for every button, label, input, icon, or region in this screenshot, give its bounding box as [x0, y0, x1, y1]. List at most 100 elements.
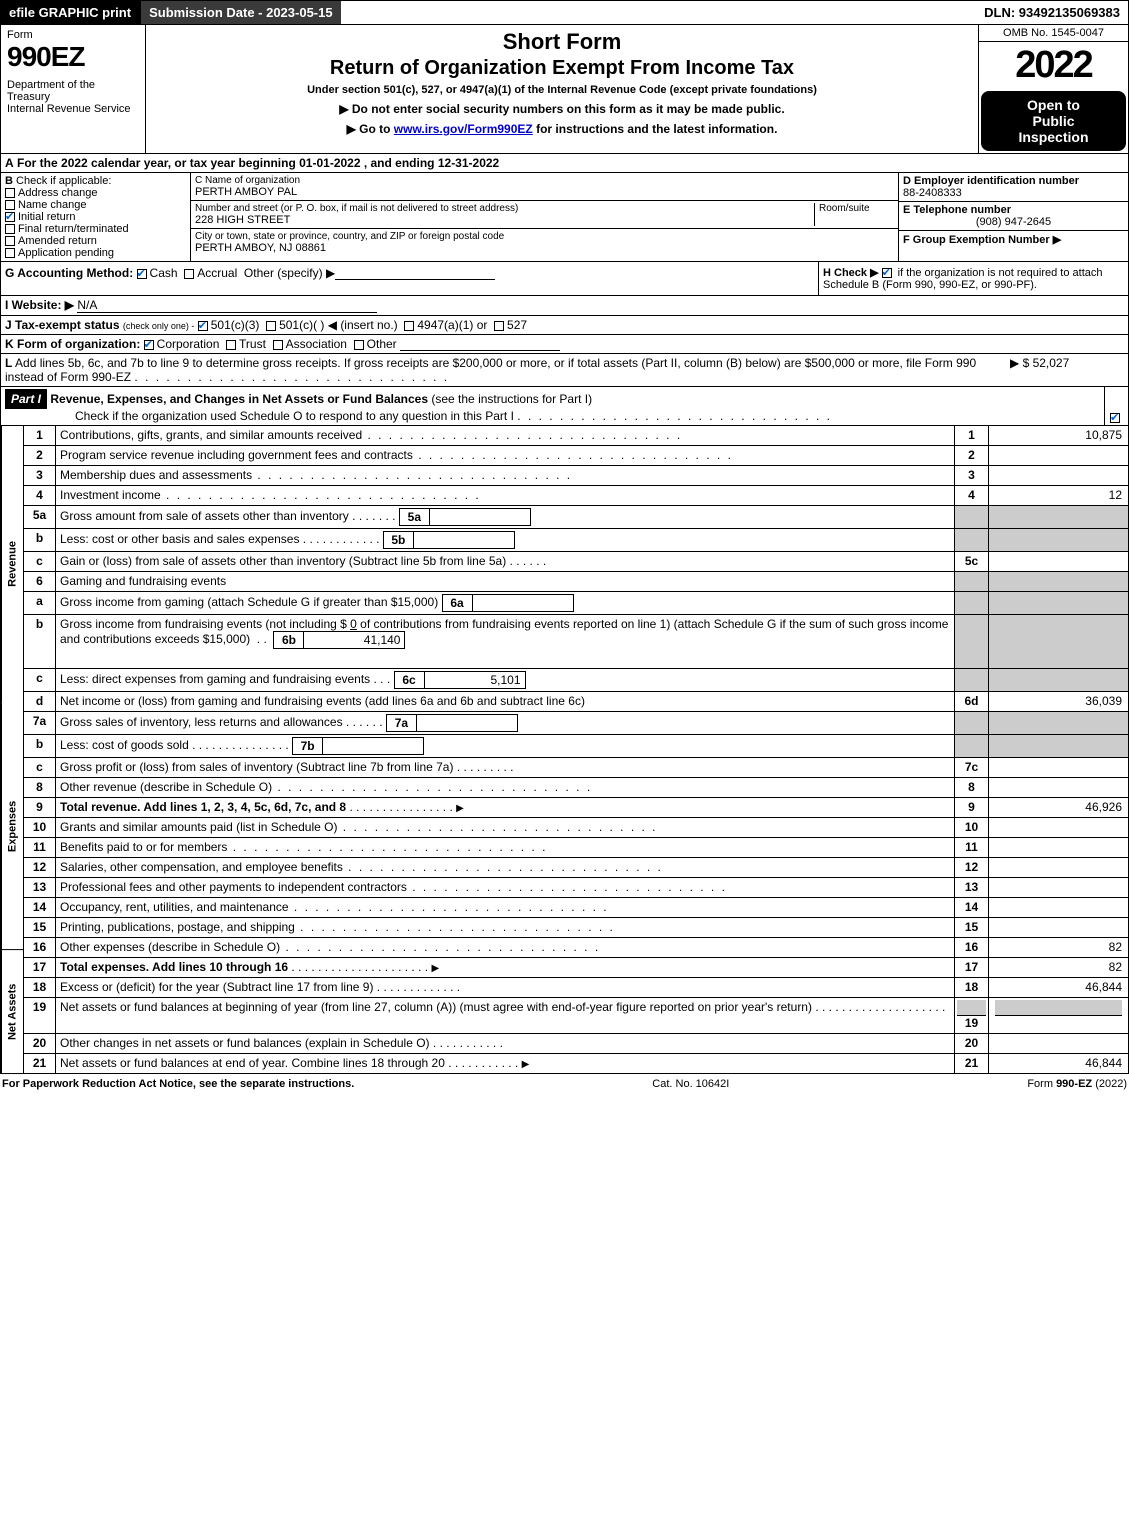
chk-initial-return[interactable]: Initial return — [5, 211, 186, 223]
line-a: A For the 2022 calendar year, or tax yea… — [0, 154, 1129, 173]
chk-4947[interactable] — [404, 321, 414, 331]
r21-arrow-icon — [522, 1056, 532, 1070]
r16-num: 16 — [24, 938, 56, 957]
r6c-ilbl: 6c — [395, 672, 425, 688]
r5c-desc: Gain or (loss) from sale of assets other… — [60, 554, 506, 568]
chk-corp[interactable] — [144, 340, 154, 350]
r15-box: 15 — [954, 918, 988, 937]
r10-box: 10 — [954, 818, 988, 837]
footer-right: Form 990-EZ (2022) — [1027, 1078, 1127, 1090]
r21-val: 46,844 — [988, 1054, 1128, 1073]
chk-assoc[interactable] — [273, 340, 283, 350]
r16-dots — [280, 940, 600, 954]
section-b: B Check if applicable: Address change Na… — [1, 173, 191, 261]
r5a-ival — [430, 509, 530, 525]
row-5a: 5a Gross amount from sale of assets othe… — [24, 506, 1128, 529]
table-body: 1 Contributions, gifts, grants, and simi… — [24, 426, 1128, 1074]
r21-desc: Net assets or fund balances at end of ye… — [60, 1056, 445, 1070]
j-sub: (check only one) - — [123, 321, 195, 331]
row-6d: d Net income or (loss) from gaming and f… — [24, 692, 1128, 712]
chk-cash[interactable] — [137, 269, 147, 279]
chk-trust[interactable] — [226, 340, 236, 350]
title-return: Return of Organization Exempt From Incom… — [152, 57, 972, 80]
r1-desc: Contributions, gifts, grants, and simila… — [60, 428, 362, 442]
chk-part1-scho[interactable] — [1110, 413, 1120, 423]
header-left: Form 990EZ Department of the Treasury In… — [1, 25, 146, 153]
r6b-ilbl: 6b — [274, 632, 304, 648]
chk-name-change[interactable]: Name change — [5, 199, 186, 211]
r13-val — [988, 878, 1128, 897]
r6-box — [954, 572, 988, 591]
r4-dots — [161, 488, 481, 502]
r8-val — [988, 778, 1128, 797]
open-to-public-badge: Open to Public Inspection — [981, 91, 1126, 151]
r6b-valcol — [988, 615, 1128, 668]
r7c-desc: Gross profit or (loss) from sales of inv… — [60, 760, 453, 774]
footer-left: For Paperwork Reduction Act Notice, see … — [2, 1078, 354, 1090]
header-center: Short Form Return of Organization Exempt… — [146, 25, 978, 153]
row-19: 19 Net assets or fund balances at beginn… — [24, 998, 1128, 1034]
r15-num: 15 — [24, 918, 56, 937]
chk-address-change[interactable]: Address change — [5, 187, 186, 199]
r2-dots — [413, 448, 733, 462]
r14-box: 14 — [954, 898, 988, 917]
r21-num: 21 — [24, 1054, 56, 1073]
r21-box: 21 — [954, 1054, 988, 1073]
chk-h[interactable] — [882, 268, 892, 278]
i-label: I Website: ▶ — [5, 298, 74, 312]
row-15: 15 Printing, publications, postage, and … — [24, 918, 1128, 938]
opt-app-pending: Application pending — [18, 247, 114, 259]
chk-501c3[interactable] — [198, 321, 208, 331]
r18-desc: Excess or (deficit) for the year (Subtra… — [60, 980, 373, 994]
row-10: 10 Grants and similar amounts paid (list… — [24, 818, 1128, 838]
r9-arrow-icon — [456, 800, 466, 814]
form-label: Form — [7, 29, 33, 41]
r1-val: 10,875 — [988, 426, 1128, 445]
r6a-ilbl: 6a — [443, 595, 473, 611]
l-value: ▶ $ 52,027 — [1004, 356, 1124, 384]
r6-val — [988, 572, 1128, 591]
r6b-amt: 0 — [350, 617, 357, 631]
instr-goto-post: for instructions and the latest informat… — [533, 122, 778, 136]
r18-val: 46,844 — [988, 978, 1128, 997]
j-4947: 4947(a)(1) or — [417, 318, 487, 332]
room-suite-label: Room/suite — [814, 203, 894, 226]
chk-527[interactable] — [494, 321, 504, 331]
r3-val — [988, 466, 1128, 485]
org-city-label: City or town, state or province, country… — [195, 231, 894, 242]
chk-other[interactable] — [354, 340, 364, 350]
r6b-num: b — [24, 615, 56, 668]
efile-print-button[interactable]: efile GRAPHIC print — [1, 1, 139, 24]
row-8: 8 Other revenue (describe in Schedule O)… — [24, 778, 1128, 798]
k-other-input[interactable] — [400, 339, 560, 351]
r6a-desc: Gross income from gaming (attach Schedul… — [60, 595, 438, 609]
r14-dots — [289, 900, 609, 914]
phone-value: (908) 947-2645 — [903, 216, 1124, 228]
part1-label: Part I — [5, 389, 47, 409]
row-17: 17 Total expenses. Add lines 10 through … — [24, 958, 1128, 978]
r11-desc: Benefits paid to or for members — [60, 840, 227, 854]
chk-final-return[interactable]: Final return/terminated — [5, 223, 186, 235]
r7b-ilbl: 7b — [293, 738, 323, 754]
r11-dots — [227, 840, 547, 854]
g-other-input[interactable] — [335, 268, 495, 280]
row-7c: c Gross profit or (loss) from sales of i… — [24, 758, 1128, 778]
chk-app-pending[interactable]: Application pending — [5, 247, 186, 259]
top-bar: efile GRAPHIC print Submission Date - 20… — [0, 0, 1129, 25]
org-addr-cell: Number and street (or P. O. box, if mail… — [191, 201, 898, 229]
k-corp: Corporation — [157, 337, 220, 351]
open2: Public — [985, 113, 1122, 129]
part1-table: Revenue Expenses Net Assets 1 Contributi… — [0, 426, 1129, 1074]
chk-accrual[interactable] — [184, 269, 194, 279]
row-13: 13 Professional fees and other payments … — [24, 878, 1128, 898]
chk-amended[interactable]: Amended return — [5, 235, 186, 247]
row-21: 21 Net assets or fund balances at end of… — [24, 1054, 1128, 1074]
r4-box: 4 — [954, 486, 988, 505]
ein-label: D Employer identification number — [903, 175, 1079, 187]
chk-501c[interactable] — [266, 321, 276, 331]
part1-title: Revenue, Expenses, and Changes in Net As… — [50, 392, 428, 406]
irs-link[interactable]: www.irs.gov/Form990EZ — [394, 122, 533, 136]
part1-check-text: Check if the organization used Schedule … — [75, 409, 514, 423]
r6c-ibox: 6c5,101 — [394, 671, 526, 689]
r2-desc: Program service revenue including govern… — [60, 448, 413, 462]
